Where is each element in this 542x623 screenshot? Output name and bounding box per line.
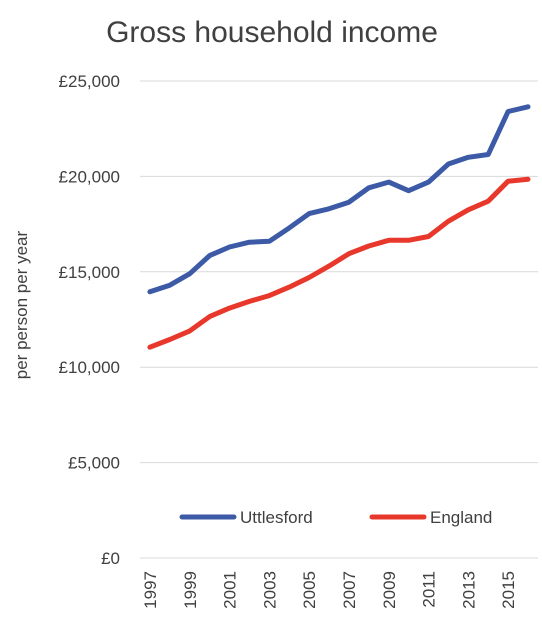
legend-label: Uttlesford	[240, 508, 313, 527]
y-tick-label: £0	[101, 549, 120, 568]
legend: Uttlesford England	[179, 508, 492, 527]
x-tick-label: 2005	[300, 571, 319, 609]
x-tick-label: 2007	[340, 571, 359, 609]
y-tick-label: £10,000	[59, 358, 120, 377]
x-tick-label: 1997	[141, 571, 160, 609]
x-axis-ticks: 1997 1999 2001 2003 2005 2007 2009 2011 2013 2015	[141, 571, 518, 609]
gridlines	[140, 80, 538, 559]
x-tick-label: 2009	[380, 571, 399, 609]
x-tick-label: 2003	[260, 571, 279, 609]
y-tick-label: £20,000	[59, 167, 120, 186]
chart-title: Gross household income	[106, 16, 438, 49]
y-tick-label: £15,000	[59, 263, 120, 282]
y-tick-label: £25,000	[59, 72, 120, 91]
x-tick-label: 2013	[459, 571, 478, 609]
y-tick-label: £5,000	[68, 454, 120, 473]
x-tick-label: 2001	[221, 571, 240, 609]
series-line-uttlesford	[147, 104, 531, 295]
y-axis-ticks: £0 £5,000 £10,000 £15,000 £20,000 £25,000	[59, 72, 120, 568]
series-line-england	[147, 176, 531, 350]
x-tick-label: 1999	[181, 571, 200, 609]
y-axis-label: per person per year	[12, 230, 31, 379]
legend-label: England	[430, 508, 492, 527]
x-tick-label: 2011	[420, 571, 439, 608]
x-tick-label: 2015	[499, 571, 518, 609]
series-lines	[147, 104, 531, 350]
